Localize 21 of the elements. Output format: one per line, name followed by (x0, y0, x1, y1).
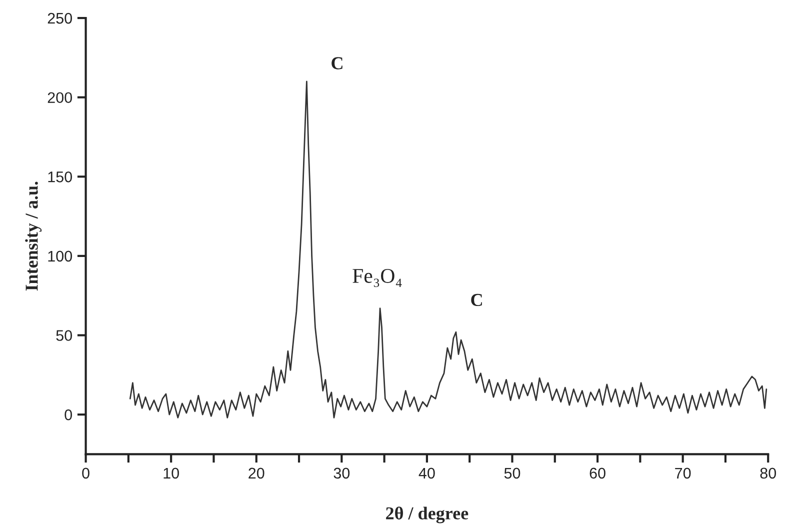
x-tick-label: 80 (760, 468, 776, 479)
x-tick-label: 50 (504, 468, 520, 479)
x-tick-label: 70 (675, 468, 691, 479)
annotation: C (332, 57, 342, 70)
x-tick-label: 10 (164, 468, 179, 479)
annotation: C (471, 294, 482, 306)
x-axis-title: 2θ / degree (386, 506, 468, 524)
x-tick-label: 0 (82, 468, 90, 479)
x-tick-label: 30 (334, 468, 350, 479)
y-tick-label: 50 (56, 330, 72, 341)
y-tick-label: 0 (64, 409, 72, 420)
y-tick-label: 150 (48, 172, 72, 182)
y-axis-title: Intensity / a.u. (25, 182, 42, 291)
y-tick-label: 100 (48, 250, 72, 262)
y-tick-label: 200 (48, 92, 72, 104)
x-tick-label: 20 (248, 468, 264, 479)
annotation: Fe₃O₄ (352, 268, 402, 288)
line-series (129, 80, 768, 418)
x-tick-label: 60 (590, 468, 606, 479)
x-tick-label: 40 (418, 468, 435, 479)
y-tick-label: 250 (48, 12, 72, 24)
